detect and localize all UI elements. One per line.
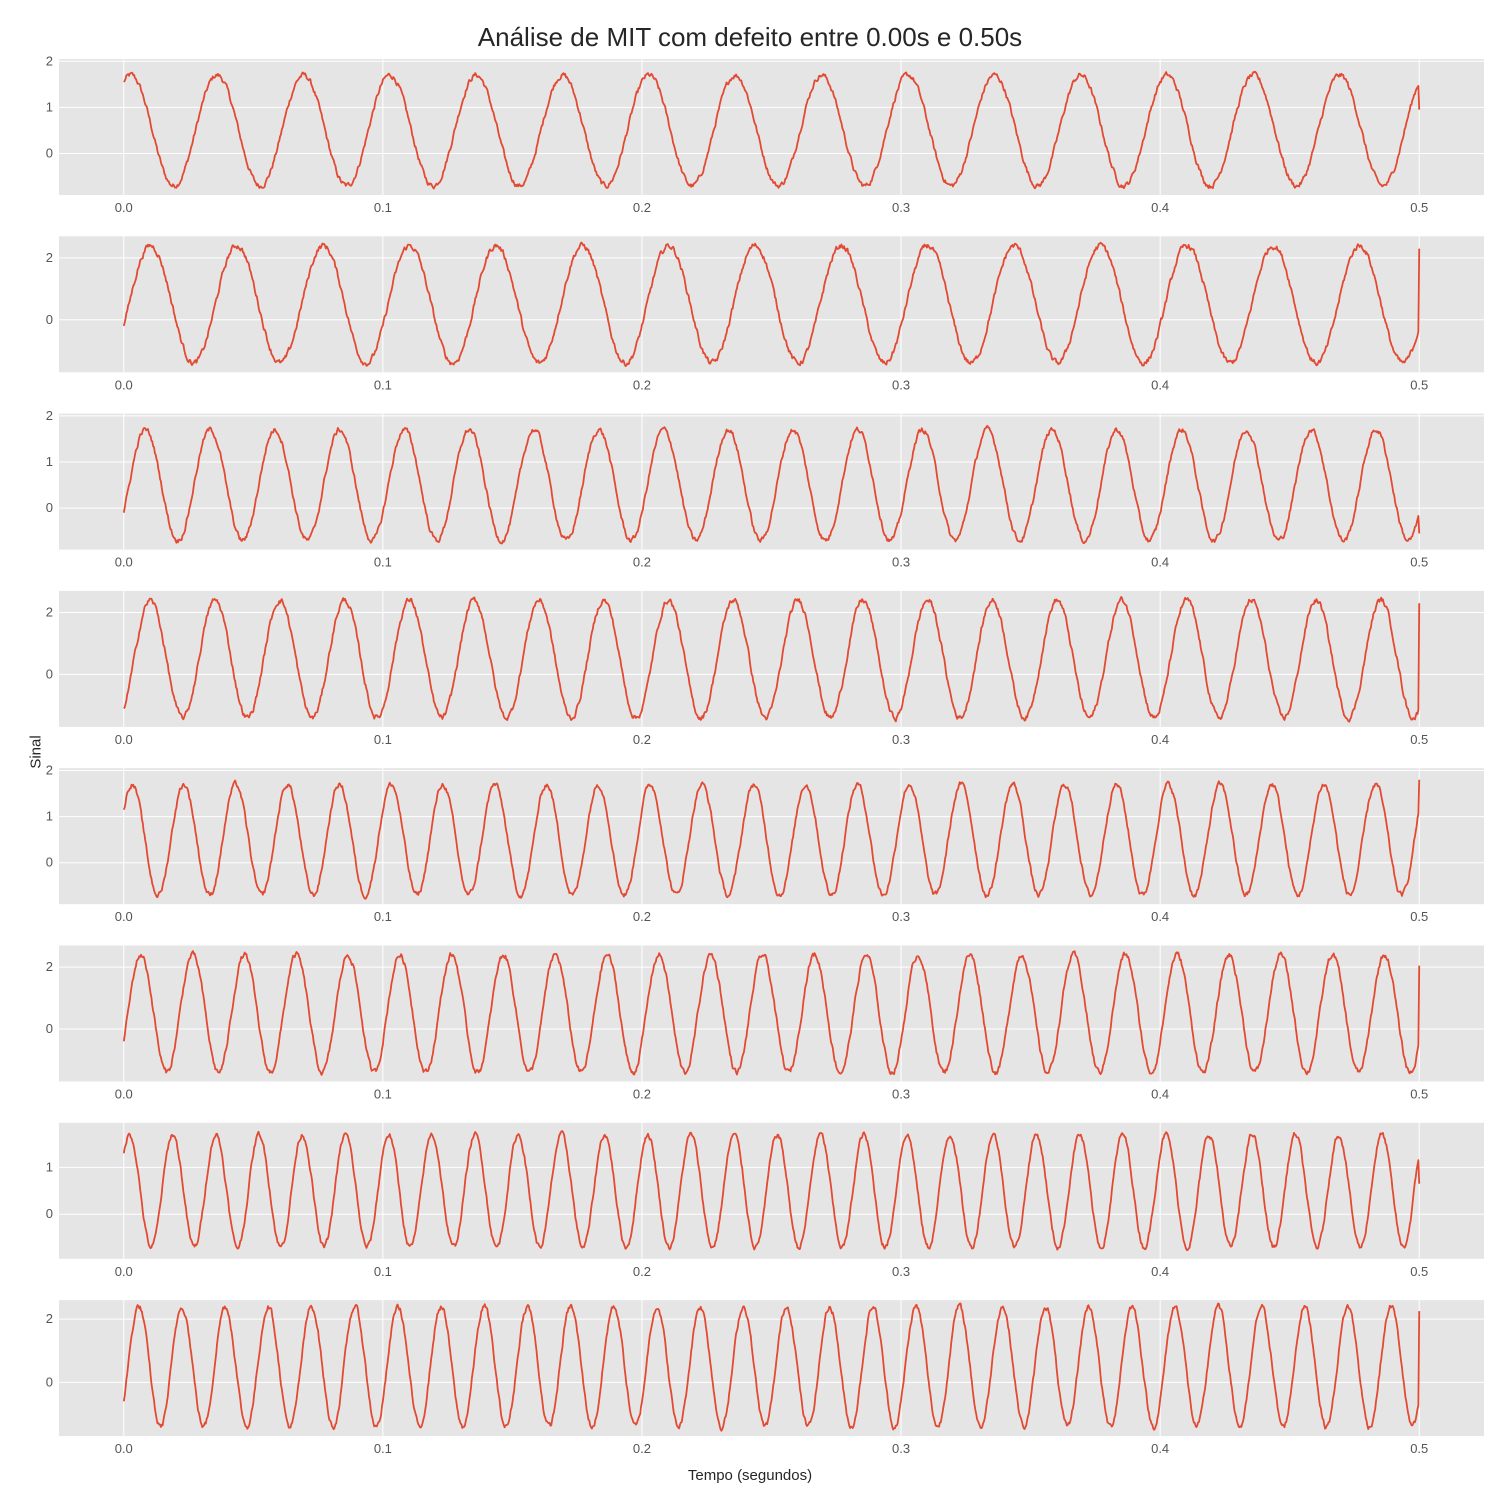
y-tick-label: 0 xyxy=(46,666,53,681)
x-tick-label: 0.3 xyxy=(892,909,910,924)
x-tick-label: 0.2 xyxy=(633,1441,651,1456)
x-tick-label: 0.3 xyxy=(892,200,910,215)
x-tick-label: 0.3 xyxy=(892,377,910,392)
x-tick-label: 0.5 xyxy=(1410,1264,1428,1279)
plot-area xyxy=(59,768,1484,905)
x-tick-label: 0.4 xyxy=(1151,1264,1169,1279)
x-tick-label: 0.5 xyxy=(1410,555,1428,570)
subplot-8: 0.0 0.1 0.2 0.3 0.4 0.5 0 2 xyxy=(46,1300,1484,1456)
x-axis-label: Tempo (segundos) xyxy=(687,1467,813,1484)
x-tick-label: 0.2 xyxy=(633,555,651,570)
x-tick-label: 0.3 xyxy=(892,1264,910,1279)
y-tick-label: 0 xyxy=(46,1021,53,1036)
x-tick-label: 0.1 xyxy=(374,732,392,747)
x-tick-label: 0.3 xyxy=(892,1087,910,1102)
x-tick-label: 0.5 xyxy=(1410,200,1428,215)
subplot-6: 0.0 0.1 0.2 0.3 0.4 0.5 0 2 xyxy=(46,945,1484,1102)
x-tick-label: 0.4 xyxy=(1151,1441,1169,1456)
x-tick-label: 0.1 xyxy=(374,1087,392,1102)
plot-area xyxy=(59,236,1484,373)
y-tick-label: 1 xyxy=(46,809,53,824)
signal-line xyxy=(122,241,1421,367)
subplot-4: 0.0 0.1 0.2 0.3 0.4 0.5 0 2 xyxy=(46,590,1484,747)
x-tick-label: 0.2 xyxy=(633,200,651,215)
chart-title: Análise de MIT com defeito entre 0.00s e… xyxy=(477,22,1023,52)
x-tick-label: 0.3 xyxy=(892,1441,910,1456)
y-tick-label: 0 xyxy=(46,312,53,327)
x-tick-label: 0.2 xyxy=(633,377,651,392)
y-tick-label: 2 xyxy=(46,250,53,265)
y-tick-label: 1 xyxy=(46,1159,53,1174)
y-tick-label: 2 xyxy=(46,53,53,68)
x-tick-label: 0.3 xyxy=(892,555,910,570)
x-tick-label: 0.5 xyxy=(1410,732,1428,747)
x-tick-label: 0.1 xyxy=(374,200,392,215)
subplot-5: 0.0 0.1 0.2 0.3 0.4 0.5 0 1 2 xyxy=(46,763,1484,924)
x-tick-label: 0.4 xyxy=(1151,377,1169,392)
y-tick-label: 0 xyxy=(46,146,53,161)
signal-line xyxy=(122,1130,1421,1252)
x-tick-label: 0.0 xyxy=(115,1441,133,1456)
signal-line xyxy=(122,424,1421,545)
x-tick-label: 0.1 xyxy=(374,1264,392,1279)
x-tick-label: 0.4 xyxy=(1151,909,1169,924)
x-tick-label: 0.0 xyxy=(115,1264,133,1279)
x-tick-label: 0.0 xyxy=(115,732,133,747)
y-tick-label: 0 xyxy=(46,855,53,870)
x-tick-label: 0.0 xyxy=(115,555,133,570)
y-tick-label: 0 xyxy=(46,1374,53,1389)
subplot-7: 0.0 0.1 0.2 0.3 0.4 0.5 0 1 xyxy=(46,1122,1484,1279)
y-tick-label: 0 xyxy=(46,500,53,515)
x-tick-label: 0.0 xyxy=(115,200,133,215)
plot-area xyxy=(59,413,1484,550)
x-tick-label: 0.0 xyxy=(115,377,133,392)
x-tick-label: 0.5 xyxy=(1410,1441,1428,1456)
signal-line xyxy=(122,950,1421,1076)
plot-area xyxy=(59,1122,1484,1259)
x-tick-label: 0.3 xyxy=(892,732,910,747)
y-tick-label: 2 xyxy=(46,959,53,974)
signal-line xyxy=(123,70,1421,190)
x-tick-label: 0.2 xyxy=(633,732,651,747)
y-tick-label: 2 xyxy=(46,763,53,778)
x-tick-label: 0.1 xyxy=(374,909,392,924)
plot-area xyxy=(59,59,1484,195)
y-tick-label: 2 xyxy=(46,408,53,423)
y-tick-label: 2 xyxy=(46,1311,53,1326)
y-tick-label: 0 xyxy=(46,1206,53,1221)
x-tick-label: 0.1 xyxy=(374,1441,392,1456)
x-tick-label: 0.1 xyxy=(374,555,392,570)
x-tick-label: 0.2 xyxy=(633,909,651,924)
y-tick-label: 1 xyxy=(46,454,53,469)
subplot-2: 0.0 0.1 0.2 0.3 0.4 0.5 0 2 xyxy=(46,236,1484,392)
y-tick-label: 2 xyxy=(46,605,53,620)
subplot-3: 0.0 0.1 0.2 0.3 0.4 0.5 0 1 2 xyxy=(46,408,1484,570)
x-tick-label: 0.5 xyxy=(1410,1087,1428,1102)
x-tick-label: 0.4 xyxy=(1151,732,1169,747)
x-tick-label: 0.1 xyxy=(374,377,392,392)
x-tick-label: 0.2 xyxy=(633,1264,651,1279)
x-tick-label: 0.4 xyxy=(1151,555,1169,570)
plot-area xyxy=(59,945,1484,1082)
subplot-1: 0.0 0.1 0.2 0.3 0.4 0.5 0 1 2 xyxy=(46,53,1484,215)
x-tick-label: 0.5 xyxy=(1410,377,1428,392)
x-tick-label: 0.2 xyxy=(633,1087,651,1102)
x-tick-label: 0.5 xyxy=(1410,909,1428,924)
signal-line xyxy=(122,1302,1421,1432)
signal-line xyxy=(122,779,1421,900)
plot-area xyxy=(59,1300,1484,1437)
x-tick-label: 0.4 xyxy=(1151,200,1169,215)
x-tick-label: 0.0 xyxy=(115,1087,133,1102)
y-tick-label: 1 xyxy=(46,99,53,114)
x-tick-label: 0.4 xyxy=(1151,1087,1169,1102)
signal-line xyxy=(123,596,1421,723)
x-tick-label: 0.0 xyxy=(115,909,133,924)
